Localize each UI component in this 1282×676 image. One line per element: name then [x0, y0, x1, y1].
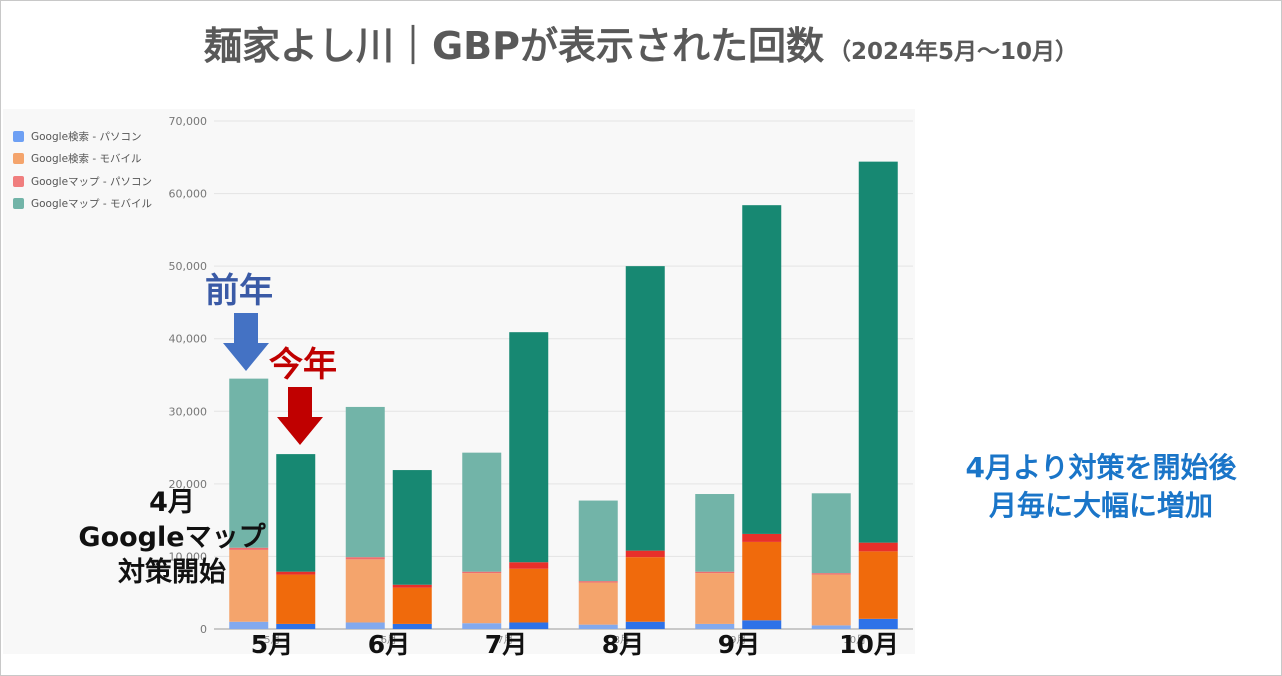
bar-segment — [462, 573, 502, 624]
bar-segment — [742, 205, 782, 534]
left-annotation-line: Googleマップ — [78, 522, 266, 553]
bar-segment — [462, 571, 502, 574]
x-tick-label: 8月 — [614, 634, 630, 646]
y-tick-label: 10,000 — [169, 550, 208, 563]
chart-legend: Google検索 - パソコン Google検索 - モバイル Googleマッ… — [13, 125, 183, 215]
y-tick-label: 60,000 — [169, 188, 208, 201]
bar-segment — [742, 620, 782, 629]
bar-segment — [742, 541, 782, 621]
bar-segment — [229, 547, 269, 550]
legend-label-maps-mobile: Googleマップ - モバイル — [31, 198, 152, 211]
legend-swatch-maps-pc — [13, 175, 24, 187]
bar-segment — [345, 559, 385, 623]
bar-segment — [509, 332, 549, 563]
month-label-may: 5月 — [250, 630, 294, 659]
bar-segment — [345, 406, 385, 558]
bar-segment — [392, 623, 432, 629]
bar-segment — [345, 557, 385, 560]
x-tick-label: 9月 — [730, 634, 746, 646]
prev-year-label: 前年 — [205, 271, 273, 311]
bar-segment — [695, 573, 735, 624]
bar-segment — [811, 573, 851, 575]
left-annotation: 4月 Googleマップ 対策開始 — [43, 485, 301, 590]
bar-segment — [695, 623, 735, 629]
bar-segment — [229, 378, 269, 548]
bar-segment — [276, 454, 316, 572]
legend-label-search-pc: Google検索 - パソコン — [31, 130, 142, 143]
bar-segment — [858, 542, 898, 552]
y-tick-label: 30,000 — [169, 405, 208, 418]
bar-segment — [858, 161, 898, 543]
bar-segment — [625, 550, 665, 558]
bar-segment — [509, 562, 549, 569]
y-tick-label: 50,000 — [169, 260, 208, 273]
month-label-jul: 7月 — [484, 630, 528, 659]
y-tick-label: 40,000 — [169, 333, 208, 346]
bar-segment — [392, 584, 432, 588]
right-annotation: 4月より対策を開始後 月毎に大幅に増加 — [919, 449, 1281, 525]
y-tick-label: 20,000 — [169, 478, 208, 491]
bar-segment — [462, 623, 502, 629]
bar-segment — [276, 571, 316, 575]
bar-segment — [811, 574, 851, 626]
bar-segment — [229, 549, 269, 622]
legend-item-search-mobile[interactable]: Google検索 - モバイル — [13, 148, 183, 171]
bar-segment — [392, 587, 432, 624]
right-annotation-line: 月毎に大幅に増加 — [988, 489, 1213, 522]
bar-segment — [578, 582, 618, 625]
legend-swatch-maps-mobile — [13, 198, 24, 210]
x-tick-label: 6月 — [381, 634, 397, 646]
arrow-down-icon — [223, 313, 269, 371]
left-annotation-line: 4月 — [149, 487, 195, 518]
legend-item-maps-pc[interactable]: Googleマップ - パソコン — [13, 170, 183, 193]
title-main: 麺家よし川｜GBPが表示された回数 — [203, 24, 824, 68]
this-year-label: 今年 — [269, 345, 337, 385]
y-tick-label: 70,000 — [169, 115, 208, 128]
legend-item-search-pc[interactable]: Google検索 - パソコン — [13, 125, 183, 148]
legend-label-search-mobile: Google検索 - モバイル — [31, 153, 142, 166]
bar-segment — [229, 621, 269, 629]
left-annotation-line: 対策開始 — [118, 557, 226, 588]
bar-segment — [578, 581, 618, 583]
arrow-down-icon — [277, 387, 323, 445]
bar-segment — [625, 621, 665, 629]
bar-segment — [462, 452, 502, 572]
bar-segment — [509, 568, 549, 623]
bar-segment — [811, 493, 851, 574]
month-label-jun: 6月 — [367, 630, 411, 659]
legend-label-maps-pc: Googleマップ - パソコン — [31, 175, 152, 188]
bar-segment — [392, 470, 432, 585]
right-annotation-line: 4月より対策を開始後 — [965, 451, 1237, 484]
bar-segment — [625, 266, 665, 551]
bar-segment — [695, 571, 735, 574]
month-label-oct: 10月 — [839, 630, 899, 659]
page-title: 麺家よし川｜GBPが表示された回数 （2024年5月～10月） — [1, 15, 1281, 70]
bar-segment — [858, 618, 898, 629]
arrow-down-shape — [223, 313, 269, 371]
bar-segment — [742, 533, 782, 542]
bar-segment — [345, 622, 385, 629]
month-label-aug: 8月 — [601, 630, 645, 659]
bar-segment — [276, 623, 316, 629]
arrow-down-shape — [277, 387, 323, 445]
x-tick-label: 5月 — [264, 634, 280, 646]
bar-segment — [811, 625, 851, 629]
legend-item-maps-mobile[interactable]: Googleマップ - モバイル — [13, 193, 183, 216]
bar-segment — [695, 494, 735, 572]
title-sub: （2024年5月～10月） — [827, 39, 1079, 65]
bar-segment — [578, 624, 618, 629]
bar-segment — [276, 574, 316, 624]
legend-swatch-search-pc — [13, 130, 24, 142]
bar-segment — [578, 500, 618, 582]
bar-segment — [625, 557, 665, 622]
y-tick-label: 0 — [200, 623, 207, 636]
legend-swatch-search-mobile — [13, 153, 24, 165]
bar-segment — [509, 622, 549, 629]
bar-segment — [858, 551, 898, 619]
x-tick-label: 10月 — [843, 634, 866, 646]
month-label-sep: 9月 — [717, 630, 761, 659]
x-tick-label: 7月 — [497, 634, 513, 646]
